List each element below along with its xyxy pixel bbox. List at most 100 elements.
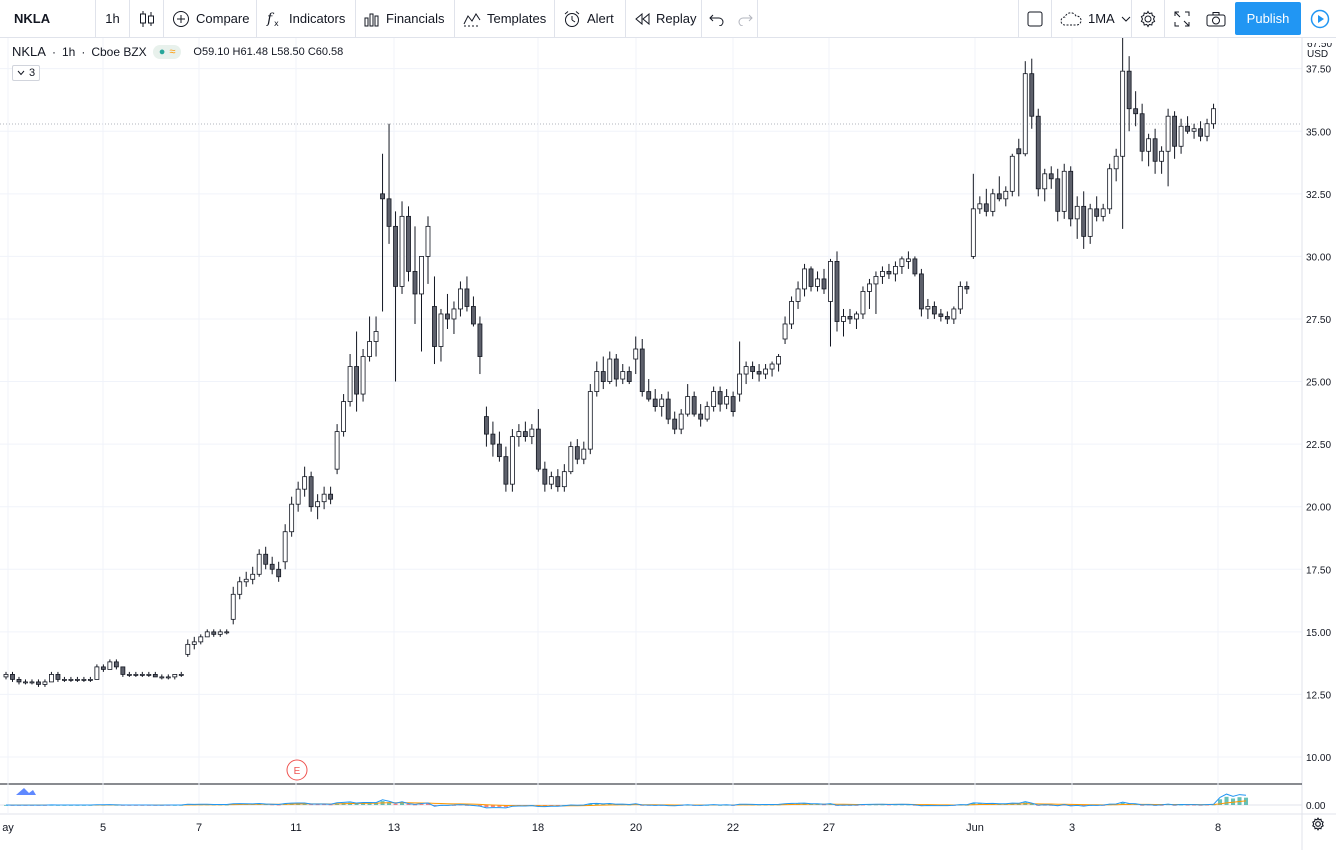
templates-button[interactable]: Templates (455, 0, 555, 37)
candle-body (776, 356, 781, 365)
time-tick-label: Jun (966, 822, 984, 834)
layout-save-button[interactable]: 1MA (1052, 0, 1132, 37)
fullscreen-button[interactable] (1165, 0, 1199, 37)
histogram-bar (425, 803, 431, 805)
camera-icon (1206, 11, 1226, 26)
candle-body (581, 448, 587, 460)
candle-body (178, 674, 184, 676)
chevron-down-icon (17, 70, 25, 76)
candle-body (918, 273, 924, 310)
candle-body (912, 258, 918, 275)
candle-body (1042, 173, 1048, 190)
candle-body (1016, 148, 1022, 155)
candle-body (893, 266, 898, 275)
candle-body (315, 501, 321, 508)
candle-body (321, 493, 327, 503)
candle-body (87, 679, 93, 681)
market-status-badge[interactable]: ● ≈ (152, 44, 182, 59)
time-tick-label: 11 (290, 822, 301, 834)
indicators-collapse-button[interactable]: 3 (12, 65, 40, 81)
candle-body (354, 366, 359, 395)
legend-symbol[interactable]: NKLA (12, 44, 46, 59)
financials-button[interactable]: Financials (356, 0, 455, 37)
publish-button[interactable]: Publish (1235, 2, 1301, 35)
histogram-bar (328, 804, 333, 806)
candle-body (68, 679, 74, 681)
redo-icon (738, 14, 753, 26)
alert-label: Alert (587, 11, 614, 26)
settings-button[interactable] (1132, 0, 1165, 37)
candle-body (1120, 70, 1126, 157)
add-circle-icon (173, 10, 189, 27)
histogram-bar (601, 804, 606, 805)
redo-button[interactable] (732, 0, 758, 37)
candle-body (652, 398, 658, 407)
replay-button[interactable]: Replay (626, 0, 702, 37)
candle-body (834, 261, 840, 322)
svg-text:x: x (274, 19, 279, 28)
chart-settings-button[interactable] (1311, 817, 1325, 836)
candle-body (198, 636, 204, 643)
candle-body (217, 631, 223, 635)
symbol-search-button[interactable]: NKLA (0, 0, 96, 37)
chart-type-button[interactable] (130, 0, 164, 37)
candle-body (399, 215, 405, 287)
candle-body (367, 341, 372, 357)
candle-body (36, 681, 41, 685)
alert-button[interactable]: Alert (555, 0, 626, 37)
play-button[interactable] (1303, 2, 1336, 35)
candle-body (944, 316, 950, 320)
histogram-bar (322, 804, 327, 806)
undo-icon (709, 14, 724, 26)
interval-button[interactable]: 1h (96, 0, 130, 37)
candle-body (678, 413, 684, 430)
price-axis: 65.0062.5060.0057.5055.0052.5050.0047.50… (1306, 65, 1331, 764)
candle-body (548, 476, 554, 485)
undo-button[interactable] (702, 0, 732, 37)
templates-icon (463, 12, 481, 26)
currency-label: USD (1307, 49, 1329, 60)
price-tick-label: 25.00 (1306, 378, 1331, 389)
candle-body (237, 581, 243, 595)
price-chart[interactable]: 65.0062.5060.0057.5055.0052.5050.0047.50… (0, 38, 1336, 850)
histogram-bar (594, 803, 599, 805)
candle-body (815, 278, 820, 287)
candle-body (1133, 108, 1139, 115)
candle-body (522, 431, 528, 438)
candle-body (1035, 115, 1041, 190)
candle-body (360, 356, 366, 395)
histogram-bar (393, 803, 398, 805)
candle-body (451, 308, 457, 320)
candle-body (867, 283, 872, 292)
candle-body (737, 373, 743, 395)
compare-button[interactable]: Compare (164, 0, 257, 37)
candle-body (165, 676, 171, 679)
candle-body (691, 396, 697, 415)
histogram-bar (432, 805, 437, 806)
time-tick-label: 3 (1069, 822, 1075, 834)
candle-body (230, 593, 236, 620)
earnings-marker[interactable]: E (286, 759, 308, 781)
earnings-marker-label: E (294, 766, 301, 777)
histogram-bar (309, 804, 314, 806)
candle-body (1198, 128, 1203, 137)
select-layout-button[interactable] (1018, 0, 1052, 37)
candle-body (607, 358, 613, 382)
candle-body (3, 674, 9, 678)
candle-body (23, 681, 28, 684)
candle-body (412, 271, 418, 295)
screenshot-button[interactable] (1199, 0, 1233, 37)
candle-body (659, 398, 665, 407)
candle-body (334, 431, 340, 470)
indicator-tick-label: 0.00 (1306, 801, 1326, 812)
candle-body (328, 493, 334, 500)
candle-body (646, 391, 652, 400)
candle-body (763, 368, 768, 375)
candle-body (802, 268, 807, 290)
candle-body (990, 193, 996, 212)
histogram-bar (1029, 803, 1034, 805)
candle-body (951, 308, 957, 320)
candle-body (542, 468, 548, 485)
candle-body (1009, 155, 1015, 192)
